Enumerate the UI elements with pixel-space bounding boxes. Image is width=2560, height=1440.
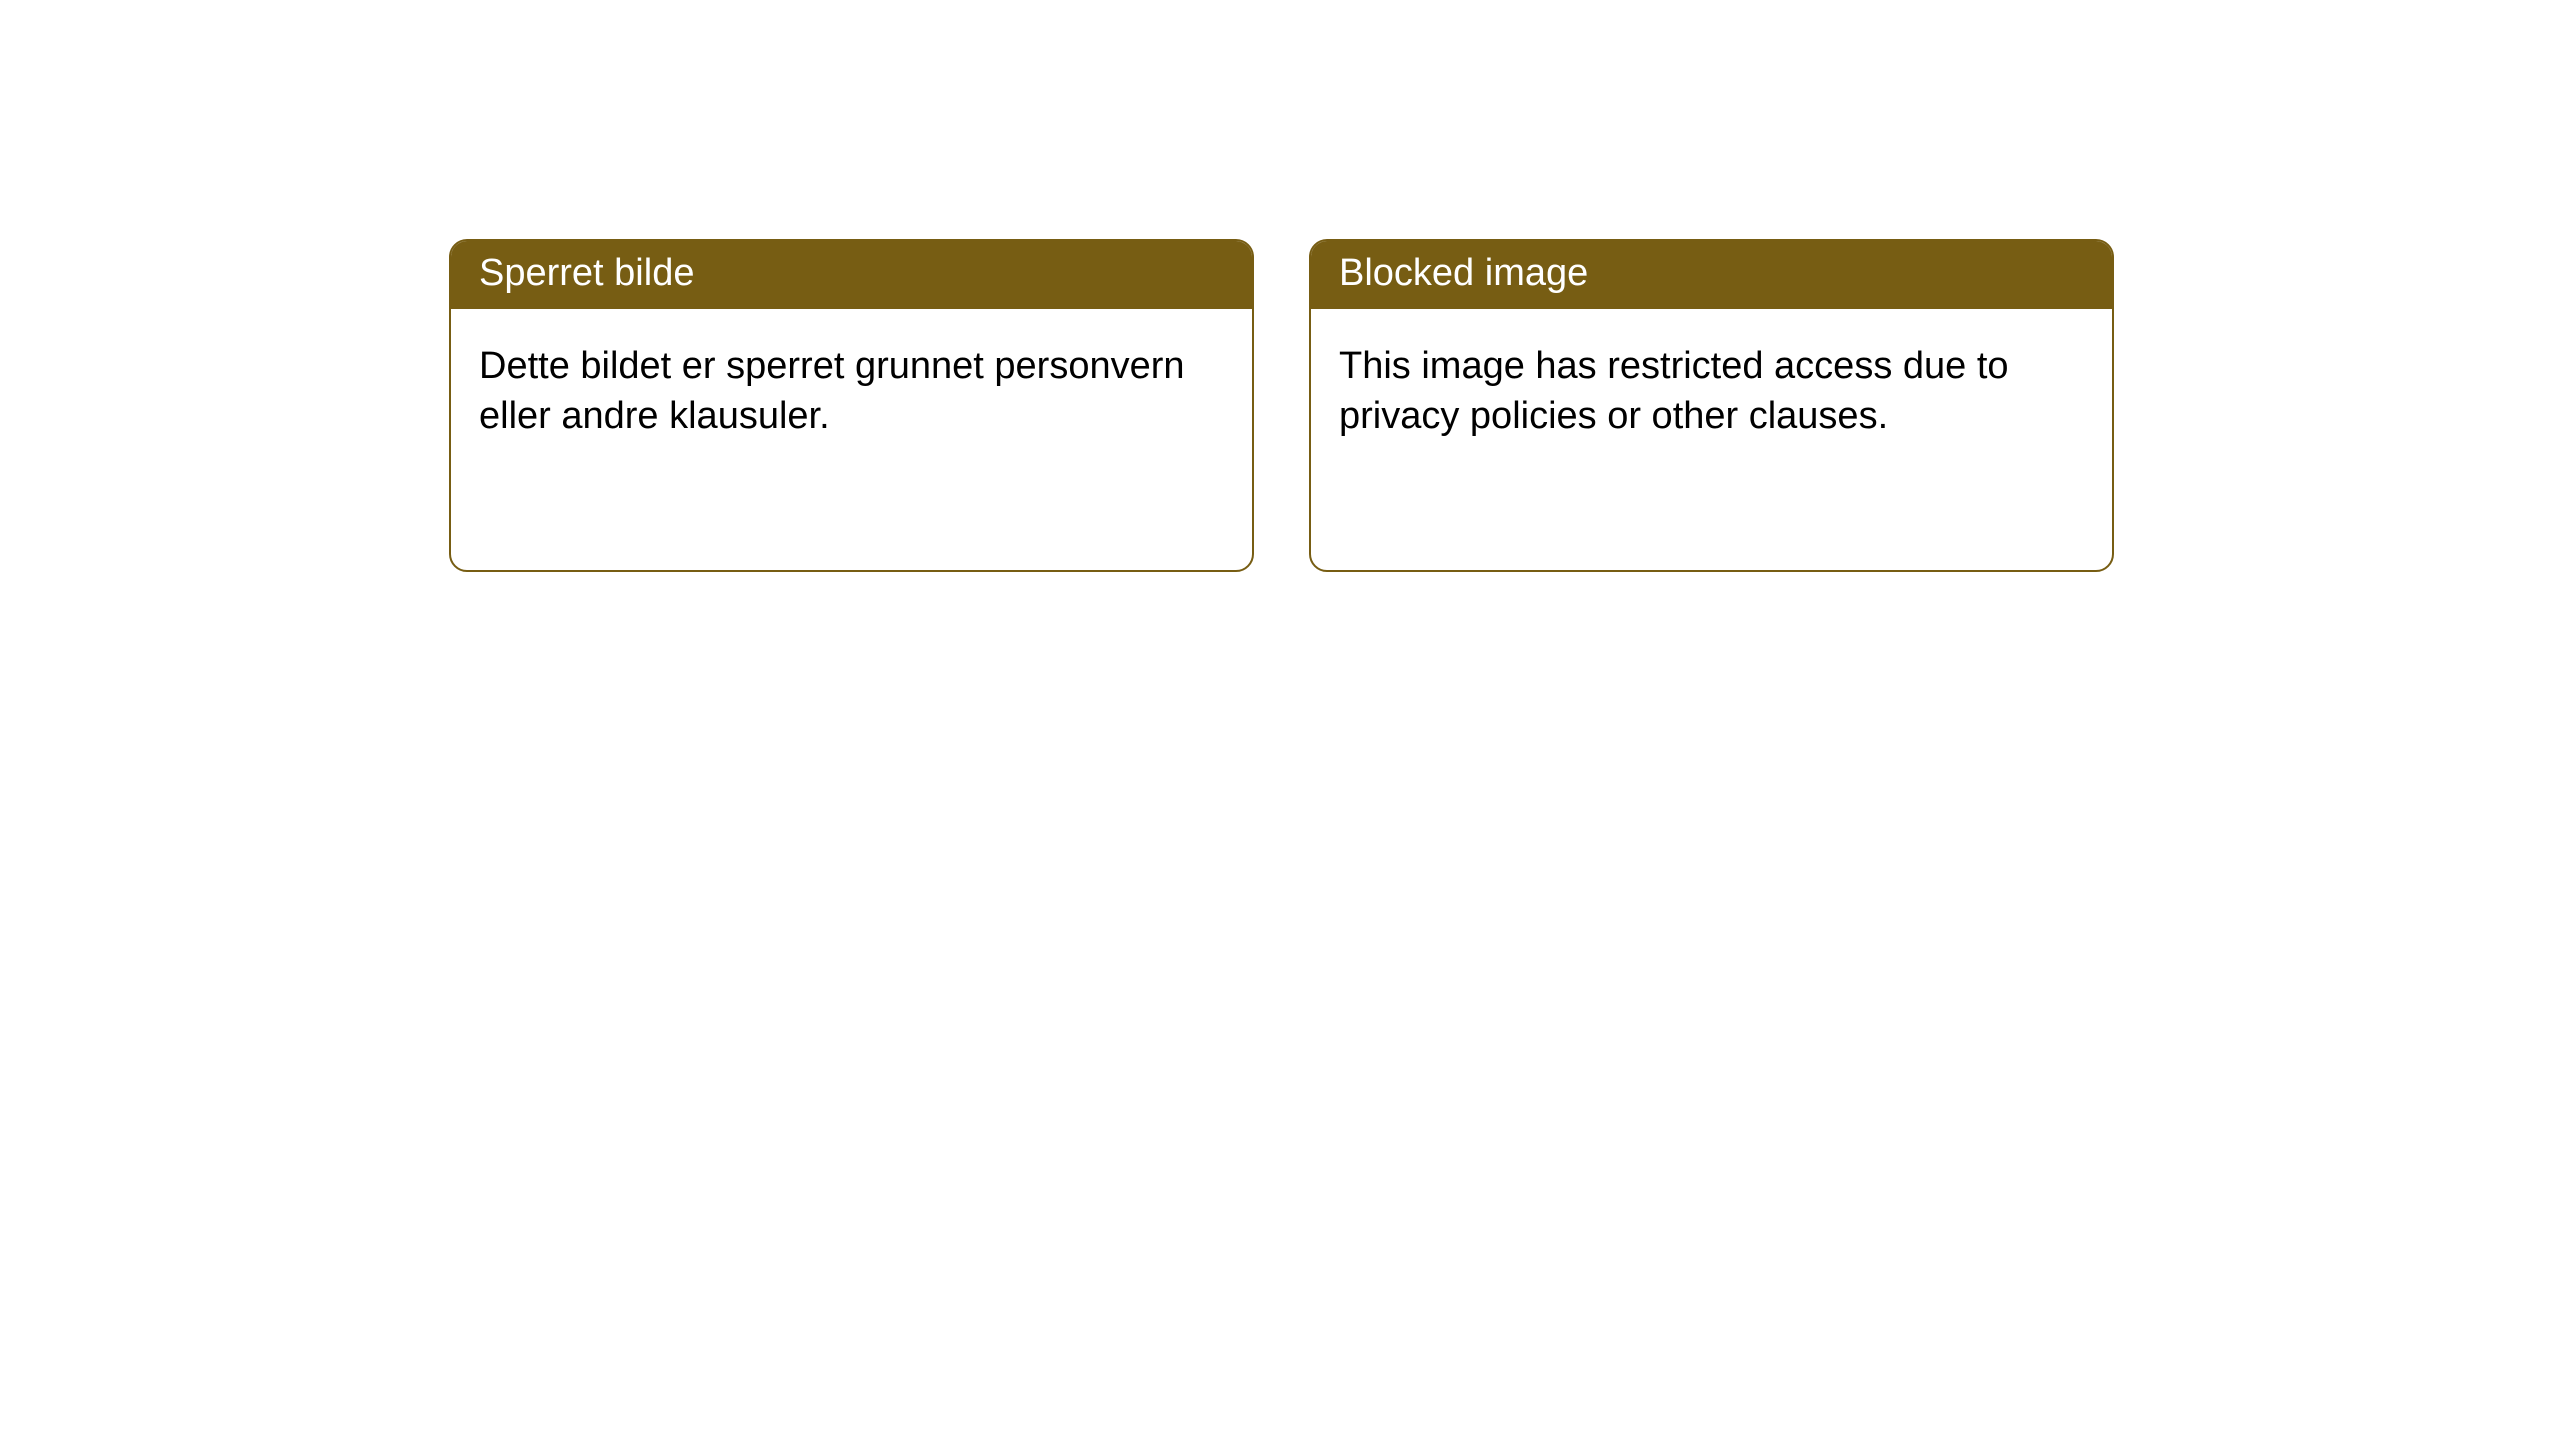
card-body-text: Dette bildet er sperret grunnet personve… [479,345,1185,437]
card-header: Blocked image [1311,241,2112,309]
card-title: Blocked image [1339,252,1588,294]
notice-card-english: Blocked image This image has restricted … [1309,239,2114,572]
card-header: Sperret bilde [451,241,1252,309]
notice-card-norwegian: Sperret bilde Dette bildet er sperret gr… [449,239,1254,572]
card-body: This image has restricted access due to … [1311,309,2112,473]
card-body-text: This image has restricted access due to … [1339,345,2009,437]
card-title: Sperret bilde [479,252,694,294]
card-body: Dette bildet er sperret grunnet personve… [451,309,1252,473]
notice-container: Sperret bilde Dette bildet er sperret gr… [0,0,2560,572]
